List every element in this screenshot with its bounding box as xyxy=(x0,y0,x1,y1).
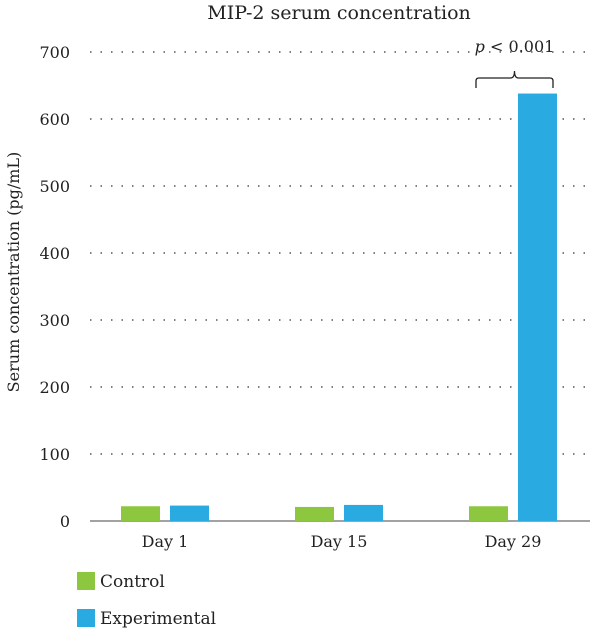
bar-control-day-29 xyxy=(469,506,508,521)
bar-control-day-1 xyxy=(121,506,160,521)
y-axis-label: Serum concentration (pg/mL) xyxy=(4,152,23,393)
legend: Control Experimental xyxy=(77,572,216,629)
y-tick-label: 100 xyxy=(39,445,70,464)
bar-experimental-day-1 xyxy=(170,505,209,521)
grid-lines xyxy=(90,51,590,455)
bars xyxy=(121,93,557,521)
bar-control-day-15 xyxy=(295,506,334,521)
x-axis-ticks: Day 1 Day 15 Day 29 xyxy=(142,532,542,551)
y-tick-label: 400 xyxy=(39,244,70,263)
legend-swatch-experimental xyxy=(77,609,95,627)
x-tick-label: Day 1 xyxy=(142,532,189,551)
legend-label-control: Control xyxy=(100,572,165,592)
x-tick-label: Day 15 xyxy=(311,532,368,551)
significance-label: p < 0.001 xyxy=(475,37,555,56)
y-tick-label: 600 xyxy=(39,110,70,129)
bar-experimental-day-29 xyxy=(518,93,557,521)
p-value: < 0.001 xyxy=(485,37,554,56)
significance-bracket xyxy=(475,70,554,88)
legend-swatch-control xyxy=(77,572,95,590)
chart-title: MIP-2 serum concentration xyxy=(207,2,471,24)
p-symbol: p xyxy=(475,37,485,56)
significance-annotation: p < 0.001 xyxy=(475,37,555,88)
y-tick-label: 200 xyxy=(39,378,70,397)
y-tick-label: 300 xyxy=(39,311,70,330)
y-axis-ticks: 0 100 200 300 400 500 600 700 xyxy=(39,43,70,531)
y-tick-label: 700 xyxy=(39,43,70,62)
bar-experimental-day-15 xyxy=(344,504,383,521)
y-tick-label: 0 xyxy=(60,512,70,531)
y-tick-label: 500 xyxy=(39,177,70,196)
x-tick-label: Day 29 xyxy=(485,532,542,551)
legend-label-experimental: Experimental xyxy=(100,609,216,629)
